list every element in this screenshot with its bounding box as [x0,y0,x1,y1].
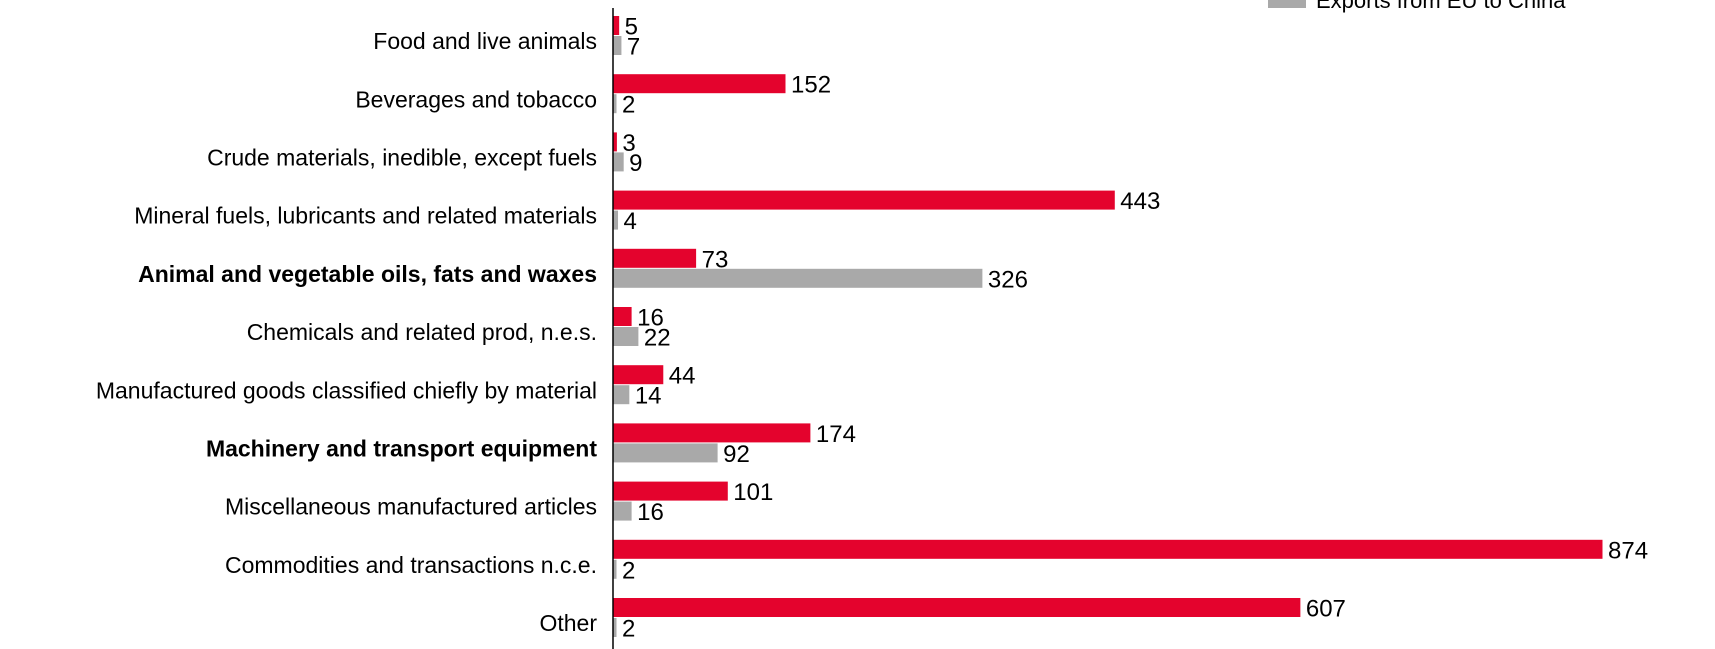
bar-series-1 [613,16,620,35]
data-label: 174 [816,421,856,448]
legend: Exports from EU to China [1268,0,1566,13]
bar-exports-eu-to-china [613,559,617,579]
category-label: Miscellaneous manufactured articles [225,494,597,520]
category-label: Beverages and tobacco [355,86,597,112]
category-label: Crude materials, inedible, except fuels [207,145,597,171]
bar-series-1 [613,423,811,443]
data-label: 16 [637,499,664,526]
bar-exports-eu-to-china [613,152,624,172]
bar-series-1 [613,248,697,268]
bar-series-1 [613,539,1603,559]
category-label: Mineral fuels, lubricants and related ma… [134,203,597,229]
bar-exports-eu-to-china [613,327,639,346]
bars-layer [613,16,1603,637]
bar-exports-eu-to-china [613,385,630,405]
labels-layer: Food and live animals 57 Beverages and tob… [96,14,1648,643]
data-label: 14 [635,383,662,410]
data-label: 874 [1608,537,1648,564]
data-label: 9 [629,150,642,177]
bar-series-1 [613,190,1115,210]
data-label: 3 [622,130,635,157]
legend-swatch-exports [1268,0,1306,8]
category-label: Other [539,610,597,636]
category-label: Machinery and transport equipment [206,436,597,462]
data-label: 22 [644,325,671,352]
bar-exports-eu-to-china [613,210,619,230]
bar-series-1 [613,132,617,152]
data-label: 443 [1120,188,1160,215]
category-label: Chemicals and related prod, n.e.s. [247,319,597,345]
data-label: 326 [988,266,1028,293]
data-label: 2 [622,616,635,643]
bar-exports-eu-to-china [613,94,617,114]
data-label: 7 [627,34,640,61]
category-label: Animal and vegetable oils, fats and waxe… [138,261,597,287]
bar-exports-eu-to-china [613,36,622,55]
bar-series-1 [613,481,728,501]
data-label: 2 [622,92,635,119]
bar-exports-eu-to-china [613,443,718,463]
category-label: Commodities and transactions n.c.e. [225,552,597,578]
data-label: 5 [625,14,638,41]
category-label: Manufactured goods classified chiefly by… [96,377,597,403]
data-label: 101 [733,479,773,506]
bar-exports-eu-to-china [613,501,632,521]
data-label: 44 [669,363,696,390]
data-label: 92 [723,441,750,468]
bar-series-1 [613,74,786,94]
category-label: Food and live animals [373,28,597,54]
data-label: 607 [1306,596,1346,623]
data-label: 4 [624,208,637,235]
bar-series-1 [613,365,664,385]
bar-series-1 [613,307,632,326]
bar-exports-eu-to-china [613,268,983,288]
data-label: 152 [791,72,831,99]
bar-exports-eu-to-china [613,618,617,637]
data-label: 2 [622,557,635,584]
data-label: 16 [637,305,664,332]
legend-label-exports: Exports from EU to China [1316,0,1566,13]
bar-series-1 [613,598,1301,617]
data-label: 73 [702,246,729,273]
